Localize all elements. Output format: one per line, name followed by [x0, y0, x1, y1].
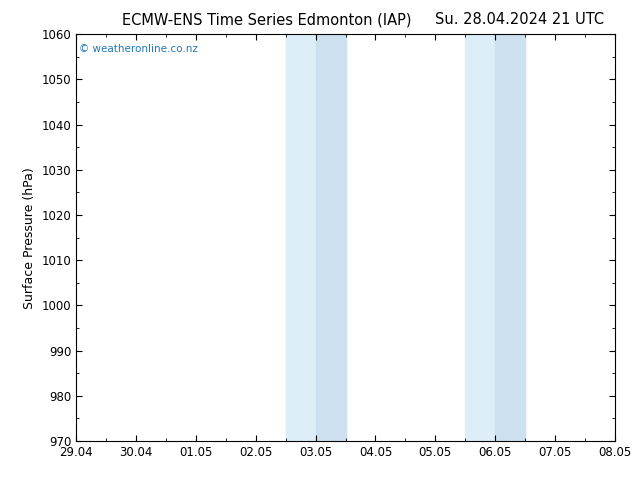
Y-axis label: Surface Pressure (hPa): Surface Pressure (hPa) — [23, 167, 36, 309]
Text: Su. 28.04.2024 21 UTC: Su. 28.04.2024 21 UTC — [436, 12, 604, 27]
Text: ECMW-ENS Time Series Edmonton (IAP): ECMW-ENS Time Series Edmonton (IAP) — [122, 12, 411, 27]
Bar — [495, 34, 525, 441]
Bar — [316, 34, 346, 441]
Bar — [286, 34, 346, 441]
Text: © weatheronline.co.nz: © weatheronline.co.nz — [79, 45, 198, 54]
Bar — [465, 34, 525, 441]
